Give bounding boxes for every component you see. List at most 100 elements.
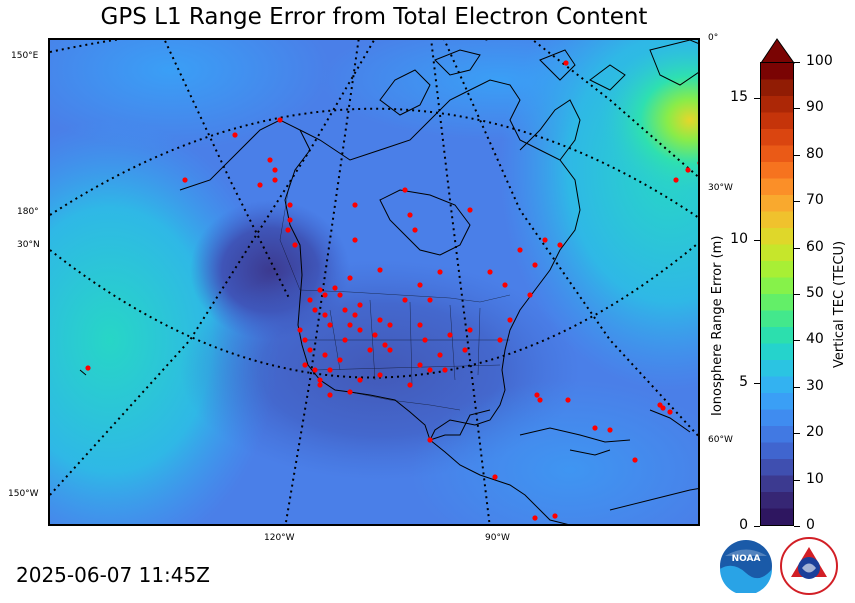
gps-station-marker	[372, 332, 378, 338]
nws-logo	[780, 537, 838, 595]
gps-station-marker	[467, 207, 473, 213]
gps-station-marker	[287, 217, 293, 223]
range-tick-label: 10	[730, 231, 748, 248]
map-svg	[50, 40, 698, 524]
gps-station-marker	[342, 337, 348, 343]
gps-station-marker	[632, 457, 638, 463]
gps-station-marker	[417, 322, 423, 328]
gps-station-marker	[667, 409, 673, 415]
tec-tick-label: 10	[806, 470, 824, 487]
gps-station-marker	[297, 327, 303, 333]
gps-station-marker	[467, 327, 473, 333]
gps-station-marker	[332, 285, 338, 291]
tec-tick-mark	[794, 247, 800, 249]
gps-station-marker	[357, 377, 363, 383]
gps-station-marker	[312, 307, 318, 313]
gps-station-marker	[322, 292, 328, 298]
gps-station-marker	[427, 367, 433, 373]
gps-station-marker	[327, 392, 333, 398]
gps-station-marker	[565, 397, 571, 403]
tec-tick-mark	[794, 526, 800, 527]
tec-tick-mark	[794, 479, 800, 481]
lat-label-150e: 150°E	[11, 51, 39, 61]
gps-station-marker	[437, 269, 443, 275]
gps-station-marker	[182, 177, 188, 183]
gps-station-marker	[342, 307, 348, 313]
noaa-logo-text: NOAA	[732, 554, 761, 564]
gps-station-marker	[442, 367, 448, 373]
lon-label-60w: 60°W	[708, 435, 733, 445]
gps-station-marker	[697, 161, 698, 165]
graticule	[50, 40, 698, 524]
gps-station-marker	[352, 237, 358, 243]
tec-tick-label: 80	[806, 145, 824, 162]
gps-station-marker	[347, 275, 353, 281]
tec-tick-mark	[794, 433, 800, 435]
coastlines	[79, 40, 698, 524]
gps-station-marker	[532, 262, 538, 268]
gps-station-marker	[532, 515, 538, 521]
range-tick-mark	[754, 383, 760, 385]
gps-station-marker	[673, 177, 679, 183]
tec-tick-mark	[794, 386, 800, 388]
gps-station-marker	[437, 352, 443, 358]
gps-station-marker	[685, 167, 691, 173]
tec-tick-label: 20	[806, 424, 824, 441]
tec-max-atlantic	[600, 40, 698, 200]
lon-label-0: 0°	[708, 33, 719, 43]
gps-station-marker	[382, 342, 388, 348]
gps-station-marker	[412, 227, 418, 233]
gps-station-marker	[272, 177, 278, 183]
tec-tick-label: 50	[806, 285, 824, 301]
parallel-60n	[50, 107, 698, 219]
gps-station-marker	[337, 292, 343, 298]
gps-station-marker	[312, 367, 318, 373]
gps-station-marker	[517, 247, 523, 253]
gps-station-marker	[497, 337, 503, 343]
gps-station-marker	[347, 389, 353, 395]
gps-station-marker	[337, 357, 343, 363]
meridian-120w	[284, 40, 360, 524]
gps-station-marker	[660, 405, 666, 411]
gps-station-marker	[267, 157, 273, 163]
tec-blue-north	[50, 40, 330, 150]
timestamp: 2025-06-07 11:45Z	[16, 563, 210, 587]
gps-station-marker	[492, 474, 498, 480]
gps-station-marker	[552, 513, 558, 519]
gps-station-marker	[563, 60, 569, 66]
gps-station-marker	[317, 377, 323, 383]
meridian-60w	[443, 40, 698, 438]
gps-station-marker	[502, 282, 508, 288]
gps-station-marker	[272, 167, 278, 173]
meridian-180	[163, 40, 291, 301]
range-tick-mark	[754, 526, 760, 527]
gps-station-marker	[367, 347, 373, 353]
gps-station-marker	[377, 372, 383, 378]
gps-station-marker	[387, 347, 393, 353]
tec-tick-label: 0	[806, 517, 815, 533]
gps-station-marker	[377, 317, 383, 323]
gps-station-marker	[427, 437, 433, 443]
gps-station-marker	[257, 182, 263, 188]
tec-tick-mark	[794, 294, 800, 295]
gps-station-marker	[287, 202, 293, 208]
gps-station-marker	[407, 212, 413, 218]
gps-station-marker	[542, 237, 548, 243]
gps-station-marker	[322, 312, 328, 318]
lat-label-30n: 30°N	[17, 240, 40, 250]
tec-tick-label: 100	[806, 53, 833, 69]
chart-title: GPS L1 Range Error from Total Electron C…	[100, 4, 648, 30]
tec-tick-label: 30	[806, 377, 824, 394]
gps-station-marker	[537, 397, 543, 403]
range-tick-label: 5	[739, 374, 748, 391]
gps-station-marker	[407, 382, 413, 388]
gps-station-marker	[607, 427, 613, 433]
gps-station-marker	[307, 297, 313, 303]
colorbar-label-tec: Vertical TEC (TECU)	[832, 240, 847, 368]
lat-label-150w: 150°W	[8, 489, 39, 499]
gps-station-marker	[357, 327, 363, 333]
tec-tick-mark	[794, 340, 800, 342]
gps-station-marker	[507, 317, 513, 323]
gps-station-marker	[487, 269, 493, 275]
meridian-90w	[430, 40, 491, 524]
